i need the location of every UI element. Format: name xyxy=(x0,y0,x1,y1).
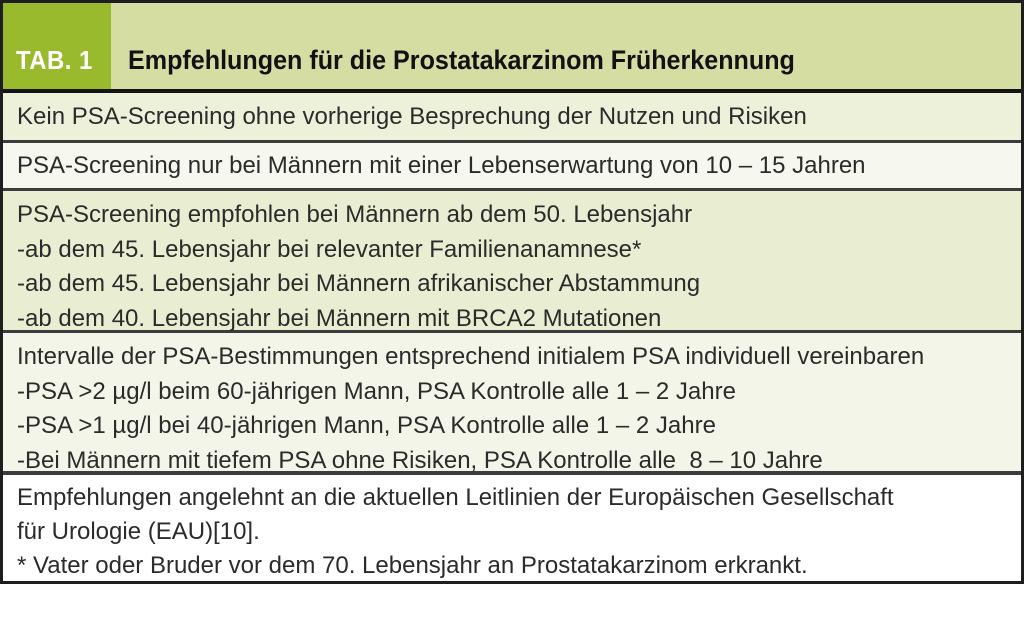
table-row: Intervalle der PSA-Bestimmungen entsprec… xyxy=(3,330,1021,474)
table-title-text: Empfehlungen für die Prostatakarzinom Fr… xyxy=(128,45,795,75)
table-row: PSA-Screening empfohlen bei Männern ab d… xyxy=(3,188,1021,332)
row-text: PSA-Screening nur bei Männern mit einer … xyxy=(17,151,866,179)
table-footnote-row: Empfehlungen angelehnt an die aktuellen … xyxy=(3,471,1021,581)
row-text: Intervalle der PSA-Bestimmungen entsprec… xyxy=(17,343,925,370)
recommendations-table: TAB. 1 Empfehlungen für die Prostatakarz… xyxy=(0,0,1024,584)
row-text: -ab dem 45. Lebensjahr bei relevanter Fa… xyxy=(17,235,642,263)
table-number-label: TAB. 1 xyxy=(16,45,93,75)
footnote-text: für Urologie (EAU)[10]. xyxy=(17,518,260,545)
table-number-badge: TAB. 1 xyxy=(3,3,111,89)
row-text: -ab dem 40. Lebensjahr bei Männern mit B… xyxy=(17,304,662,332)
row-text: PSA-Screening empfohlen bei Männern ab d… xyxy=(17,201,693,228)
footnote-text: Empfehlungen angelehnt an die aktuellen … xyxy=(17,484,894,511)
table-title: Empfehlungen für die Prostatakarzinom Fr… xyxy=(111,3,855,89)
table-header: TAB. 1 Empfehlungen für die Prostatakarz… xyxy=(3,3,1021,93)
row-text: -Bei Männern mit tiefem PSA ohne Risiken… xyxy=(17,446,823,474)
row-text: -ab dem 45. Lebensjahr bei Männern afrik… xyxy=(17,270,701,297)
row-text: -PSA >1 µg/l bei 40-jährigen Mann, PSA K… xyxy=(17,412,716,439)
row-text: Kein PSA-Screening ohne vorherige Bespre… xyxy=(17,102,807,130)
table-row: Kein PSA-Screening ohne vorherige Bespre… xyxy=(3,93,1021,140)
footnote-text: * Vater oder Bruder vor dem 70. Lebensja… xyxy=(17,552,808,579)
table-row: PSA-Screening nur bei Männern mit einer … xyxy=(3,140,1021,188)
row-text: -PSA >2 µg/l beim 60-jährigen Mann, PSA … xyxy=(17,377,736,405)
